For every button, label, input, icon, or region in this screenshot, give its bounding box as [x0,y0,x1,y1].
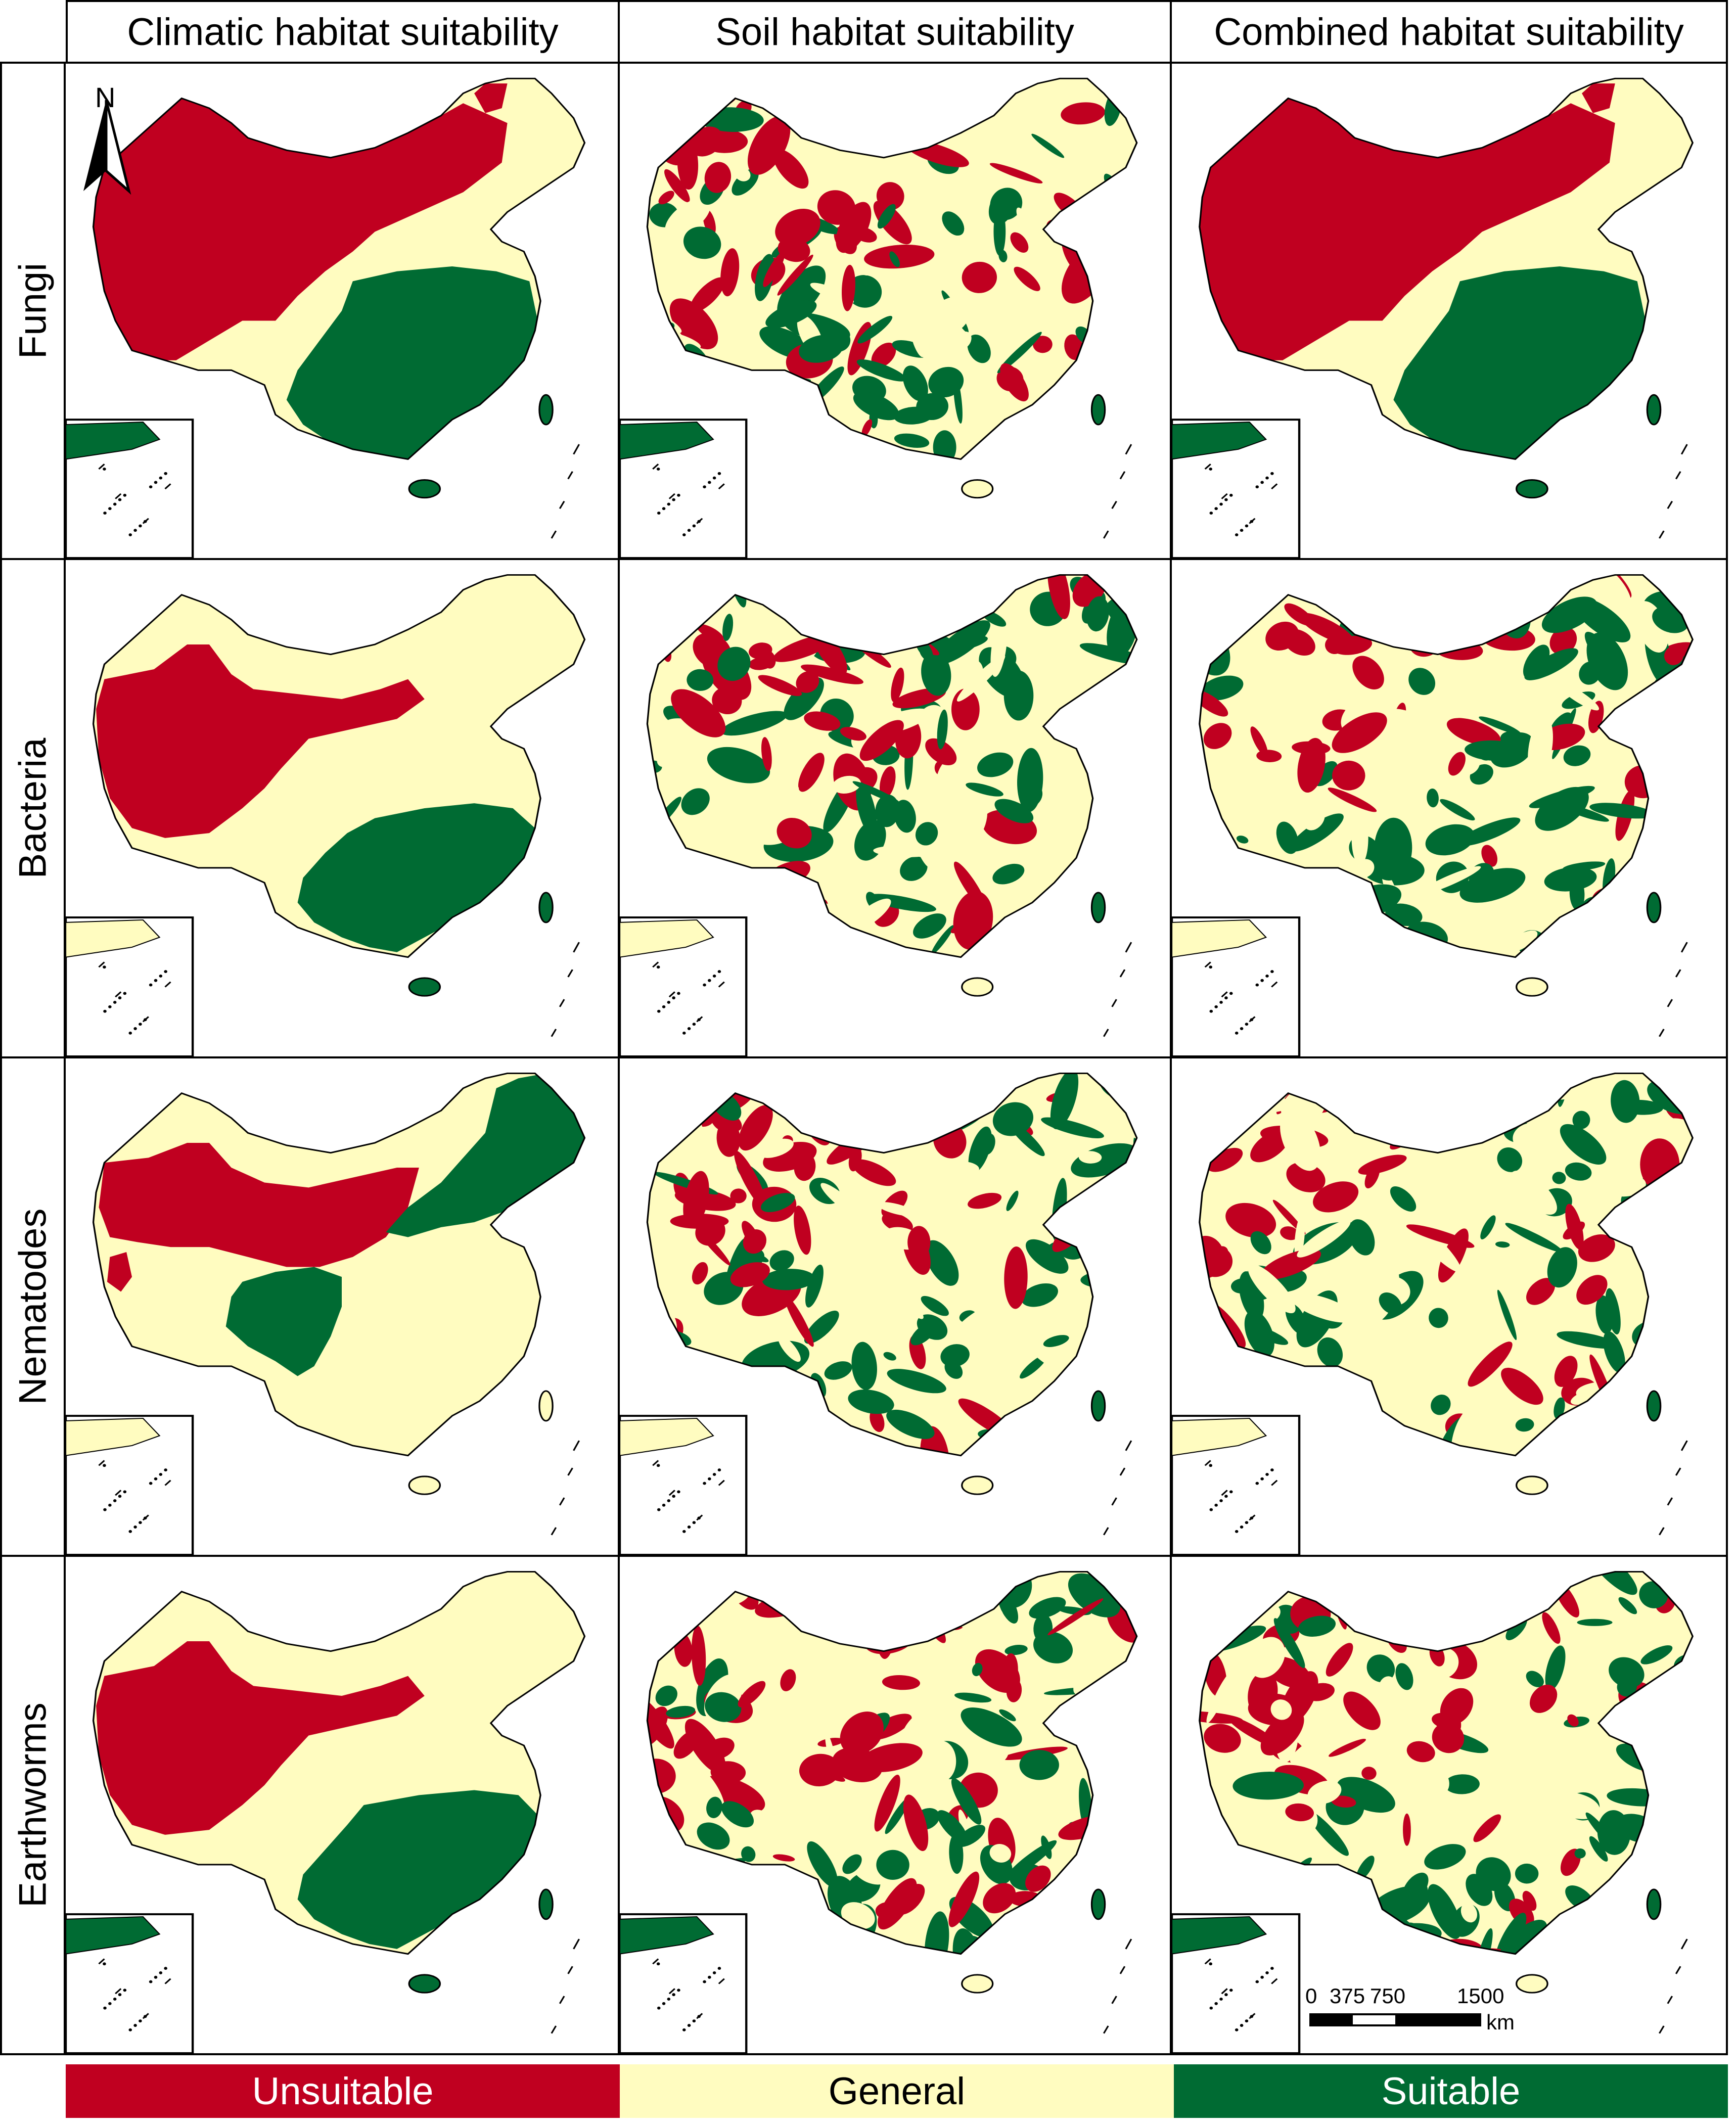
legend-label: Suitable [1381,2069,1521,2113]
map-bacteria-combined [1170,558,1728,1058]
row-header-text: Nematodes [11,1208,55,1405]
row-header-fungi: Fungi [0,62,66,560]
scale-unit: km [1486,2010,1515,2034]
map-nematodes-soil [618,1056,1172,1557]
map-bacteria-climatic [64,558,620,1058]
scale-tick-label: 375 [1330,1984,1365,2008]
row-header-earthworms: Earthworms [0,1555,66,2055]
row-header-text: Bacteria [11,737,55,879]
legend-unsuitable: Unsuitable [66,2064,620,2118]
legend-label: Unsuitable [252,2069,434,2113]
map-earthworms-soil [618,1555,1172,2055]
legend-label: General [828,2069,966,2113]
column-header-climatic: Climatic habitat suitability [66,0,620,64]
column-header-text: Soil habitat suitability [715,10,1074,54]
scale-tick-label: 0 [1305,1984,1317,2008]
row-header-text: Fungi [11,262,55,359]
column-header-combined: Combined habitat suitability [1170,0,1728,64]
map-earthworms-combined [1170,1555,1728,2055]
legend-general: General [620,2064,1174,2118]
north-arrow-icon [83,100,131,195]
map-fungi-climatic [64,62,620,560]
row-header-text: Earthworms [11,1702,55,1908]
map-fungi-combined [1170,62,1728,560]
row-header-bacteria: Bacteria [0,558,66,1058]
scale-bar-graphic [1309,2013,1481,2026]
map-bacteria-soil [618,558,1172,1058]
scale-bar: 0 375 750 1500 km [1305,1984,1518,2040]
scale-tick-label: 1500 [1457,1984,1504,2008]
legend-suitable: Suitable [1174,2064,1728,2118]
map-fungi-soil [618,62,1172,560]
map-nematodes-combined [1170,1056,1728,1557]
row-header-nematodes: Nematodes [0,1056,66,1557]
scale-tick-label: 750 [1370,1984,1406,2008]
column-header-text: Climatic habitat suitability [127,10,559,54]
map-earthworms-climatic [64,1555,620,2055]
column-header-text: Combined habitat suitability [1214,10,1684,54]
map-nematodes-climatic [64,1056,620,1557]
column-header-soil: Soil habitat suitability [618,0,1172,64]
